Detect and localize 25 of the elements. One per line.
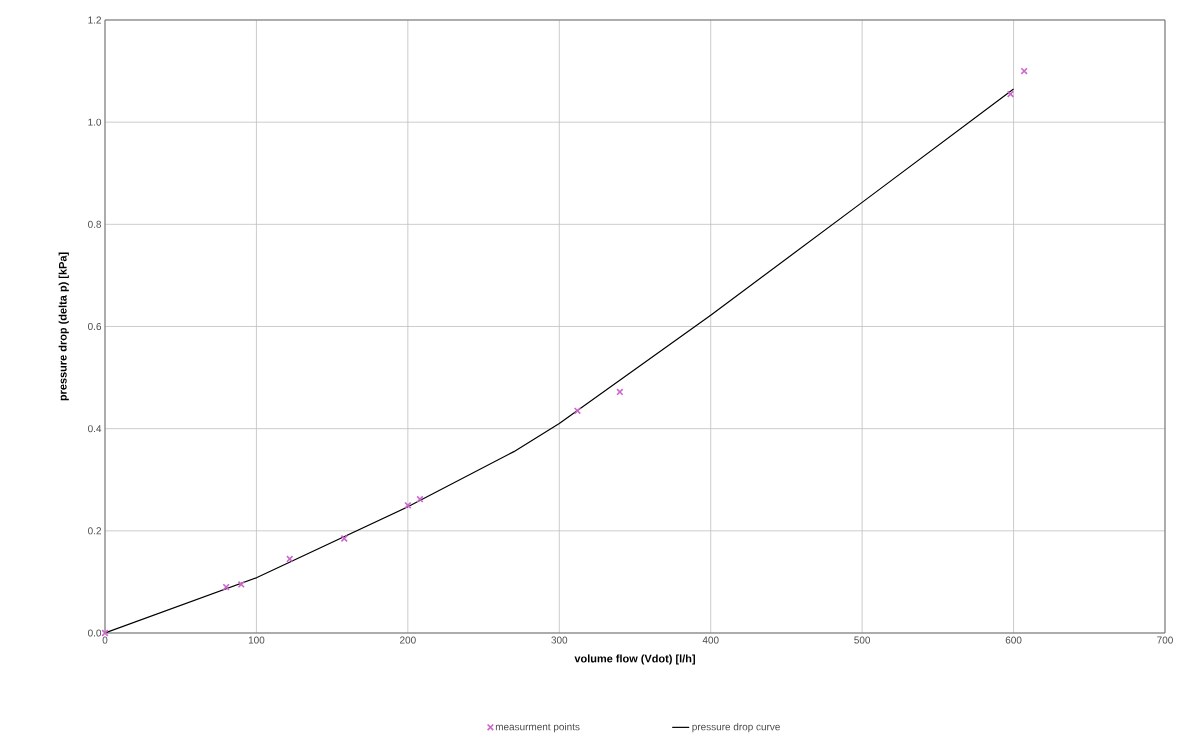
x-tick-label: 200: [400, 636, 416, 644]
x-tick-label: 0: [102, 636, 108, 644]
point: [222, 583, 230, 591]
line-series: [105, 88, 1015, 633]
x-tick-label: 600: [1005, 636, 1022, 644]
point: [616, 388, 624, 396]
legend-label: measurment points: [495, 723, 580, 733]
y-tick-label: 0.2: [88, 527, 101, 535]
y-tick-label: 1.0: [88, 118, 102, 126]
x-axis-title: volume flow (Vdot) [l/h]: [574, 654, 695, 665]
point: [101, 629, 109, 637]
point: [1020, 67, 1028, 75]
y-axis-title: pressure drop (delta p) [kPa]: [58, 252, 69, 401]
x-tick-label: 700: [1157, 636, 1173, 644]
point: [416, 495, 424, 503]
x-tick-label: 100: [248, 636, 265, 644]
x-tick-label: 400: [702, 636, 719, 644]
legend-label: pressure drop curve: [692, 723, 780, 733]
y-tick-label: 0.4: [88, 425, 102, 433]
y-tick-label: 0.6: [88, 322, 102, 331]
x-tick-label: 500: [854, 636, 871, 644]
y-tick-label: 0.0: [88, 629, 102, 637]
y-tick-label: 1.2: [88, 16, 101, 24]
x-tick-label: 300: [551, 636, 568, 644]
y-tick-label: 0.8: [88, 220, 102, 228]
